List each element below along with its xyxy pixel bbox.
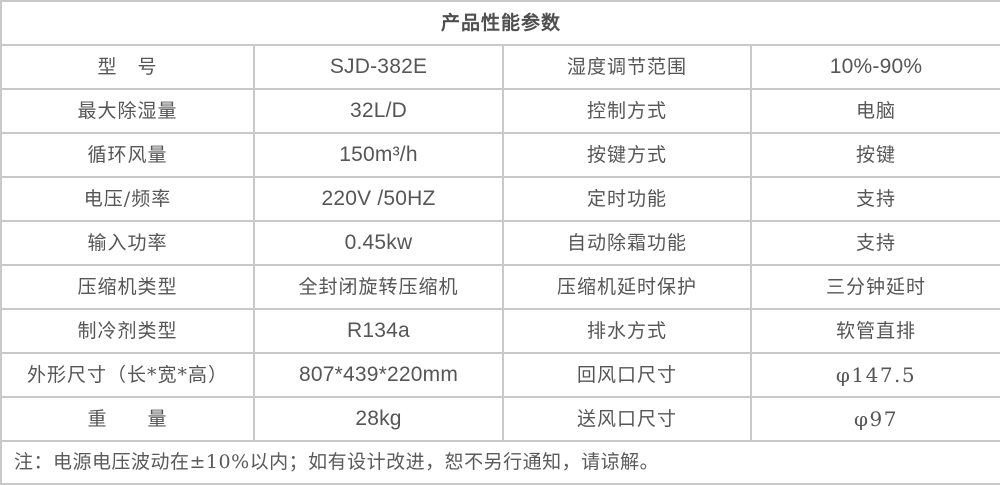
spec-value-voltage-frequency: 220V /50HZ — [253, 176, 504, 222]
spec-value-drainage-mode: 软管直排 — [749, 308, 1000, 354]
spec-label-drainage-mode: 排水方式 — [502, 308, 752, 354]
table-row: 压缩机类型 全封闭旋转压缩机 压缩机延时保护 三分钟延时 — [0, 264, 1000, 310]
table-note-row: 注：电源电压波动在±10%以内；如有设计改进，恕不另行通知，请谅解。 — [0, 440, 1000, 485]
spec-value-refrigerant-type: R134a — [253, 308, 504, 354]
spec-label-compressor-delay-protection: 压缩机延时保护 — [502, 264, 752, 310]
table-row: 外形尺寸（长*宽*高） 807*439*220mm 回风口尺寸 φ147.5 — [0, 352, 1000, 398]
spec-value-timer-function: 支持 — [749, 176, 1000, 222]
spec-value-input-power: 0.45kw — [253, 220, 504, 266]
table-row: 循环风量 150m³/h 按键方式 按键 — [0, 132, 1000, 178]
spec-label-supply-air-outlet-size: 送风口尺寸 — [502, 396, 752, 442]
spec-label-model: 型 号 — [0, 44, 255, 90]
spec-value-max-dehumidification: 32L/D — [253, 88, 504, 134]
spec-value-compressor-type: 全封闭旋转压缩机 — [253, 264, 504, 310]
table-row: 重 量 28kg 送风口尺寸 φ97 — [0, 396, 1000, 442]
spec-value-model: SJD-382E — [253, 44, 504, 90]
spec-label-max-dehumidification: 最大除湿量 — [0, 88, 255, 134]
page-title: 产品性能参数 — [0, 0, 1000, 46]
spec-value-air-circulation: 150m³/h — [253, 132, 504, 178]
spec-label-button-mode: 按键方式 — [502, 132, 752, 178]
footnote-text: 注：电源电压波动在±10%以内；如有设计改进，恕不另行通知，请谅解。 — [0, 440, 1000, 485]
spec-label-auto-defrost: 自动除霜功能 — [502, 220, 752, 266]
spec-label-dimensions: 外形尺寸（长*宽*高） — [0, 352, 255, 398]
table-row: 制冷剂类型 R134a 排水方式 软管直排 — [0, 308, 1000, 354]
table-row: 输入功率 0.45kw 自动除霜功能 支持 — [0, 220, 1000, 266]
spec-label-input-power: 输入功率 — [0, 220, 255, 266]
spec-label-voltage-frequency: 电压/频率 — [0, 176, 255, 222]
table-row: 电压/频率 220V /50HZ 定时功能 支持 — [0, 176, 1000, 222]
spec-value-return-air-inlet-size: φ147.5 — [749, 352, 1000, 398]
spec-value-dimensions: 807*439*220mm — [253, 352, 504, 398]
spec-value-weight: 28kg — [253, 396, 504, 442]
spec-label-weight: 重 量 — [0, 396, 255, 442]
spec-value-button-mode: 按键 — [749, 132, 1000, 178]
spec-label-timer-function: 定时功能 — [502, 176, 752, 222]
spec-label-refrigerant-type: 制冷剂类型 — [0, 308, 255, 354]
spec-value-supply-air-outlet-size: φ97 — [749, 396, 1000, 442]
table-title-row: 产品性能参数 — [0, 0, 1000, 46]
spec-value-auto-defrost: 支持 — [749, 220, 1000, 266]
spec-label-control-mode: 控制方式 — [502, 88, 752, 134]
spec-value-compressor-delay-protection: 三分钟延时 — [749, 264, 1000, 310]
spec-value-control-mode: 电脑 — [749, 88, 1000, 134]
spec-label-humidity-range: 湿度调节范围 — [502, 44, 752, 90]
table-row: 最大除湿量 32L/D 控制方式 电脑 — [0, 88, 1000, 134]
spec-label-return-air-inlet-size: 回风口尺寸 — [502, 352, 752, 398]
table-row: 型 号 SJD-382E 湿度调节范围 10%-90% — [0, 44, 1000, 90]
spec-label-air-circulation: 循环风量 — [0, 132, 255, 178]
spec-value-humidity-range: 10%-90% — [749, 44, 1000, 90]
spec-label-compressor-type: 压缩机类型 — [0, 264, 255, 310]
